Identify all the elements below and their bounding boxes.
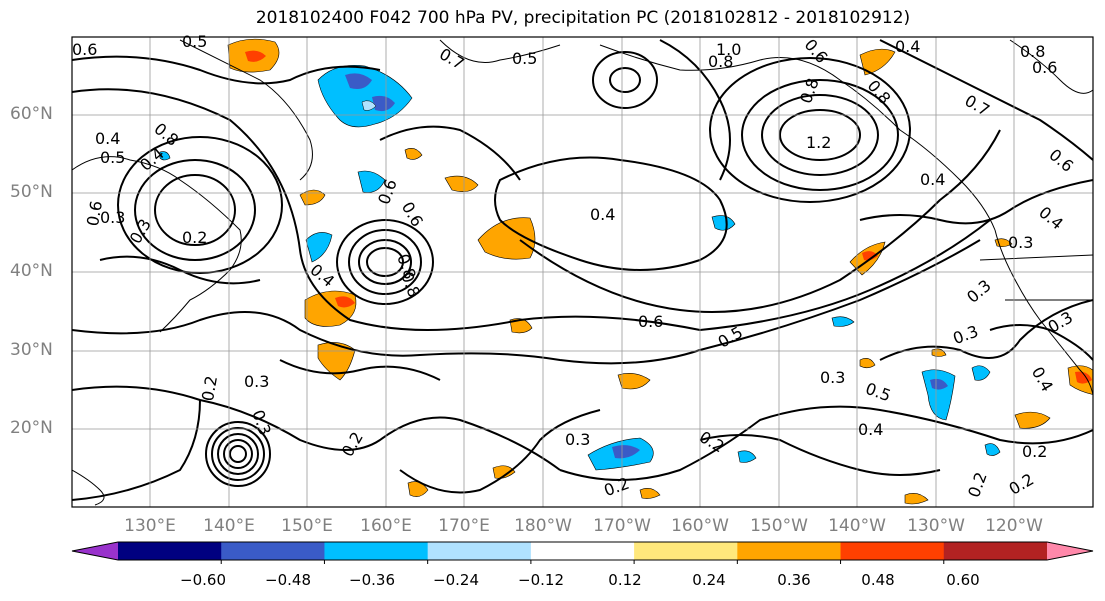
- map-frame: [71, 36, 1094, 508]
- contour-label: 0.4: [590, 205, 615, 224]
- contour-label: 0.6: [83, 199, 106, 227]
- contour-label: 0.3: [963, 276, 995, 307]
- contour-label: 0.4: [895, 37, 920, 56]
- contour-label: 0.3: [820, 368, 845, 387]
- contour-label: 0.8: [864, 76, 895, 108]
- contour-label: 0.2: [182, 228, 207, 247]
- contour-label: 0.8: [1020, 42, 1045, 61]
- lon-label: 130°W: [907, 516, 965, 536]
- contour-label: 0.5: [100, 148, 125, 167]
- contour-label: 0.6: [1045, 145, 1077, 176]
- lat-label: 20°N: [10, 418, 53, 438]
- contour-label: 0.4: [858, 420, 883, 439]
- contour-label: 0.2: [696, 427, 728, 456]
- lon-label: 170°E: [438, 516, 490, 536]
- contour-label: 0.6: [72, 40, 97, 59]
- colorbar-extend-low: [72, 542, 118, 560]
- contour-label: 0.6: [398, 198, 427, 230]
- contour-label: 0.3: [100, 208, 125, 227]
- colorbar-tick-label: 0.36: [777, 571, 811, 589]
- colorbar-swatch: [221, 542, 325, 560]
- contour-label: 0.2: [1006, 469, 1038, 498]
- lat-label: 60°N: [10, 104, 53, 124]
- colorbar-tick-label: −0.12: [518, 571, 564, 589]
- contour-label: 0.6: [638, 312, 663, 331]
- contour-label: 0.2: [964, 470, 991, 500]
- colorbar-swatch: [324, 542, 429, 560]
- lon-label: 160°E: [360, 516, 412, 536]
- graticule: [72, 37, 1093, 507]
- colorbar-swatch: [118, 542, 222, 560]
- colorbar-tick-label: −0.36: [349, 571, 395, 589]
- colorbar-swatch: [427, 542, 532, 560]
- colorbar-tick-label: 0.24: [692, 571, 726, 589]
- lon-label: 170°W: [593, 516, 651, 536]
- colorbar-swatch: [943, 542, 1048, 560]
- contour-label: 0.4: [1028, 363, 1057, 395]
- lon-label: 160°W: [671, 516, 729, 536]
- colorbar-swatch: [840, 542, 945, 560]
- lon-label: 150°E: [281, 516, 333, 536]
- contour-label: 1.2: [806, 133, 831, 152]
- contour-label: 0.6: [1032, 58, 1057, 77]
- contour-label: 0.5: [182, 32, 207, 51]
- colorbar-tick-label: 0.12: [608, 571, 642, 589]
- lat-label: 40°N: [10, 261, 53, 281]
- contour-label: 0.2: [338, 429, 367, 461]
- contour-label: 0.2: [601, 474, 631, 501]
- contour-label: 0.7: [436, 44, 468, 73]
- contour-label: 0.2: [198, 374, 221, 402]
- lon-label: 130°E: [124, 516, 176, 536]
- contour-label: 0.4: [920, 170, 945, 189]
- colorbar-extend-high: [1047, 542, 1093, 560]
- lon-label: 140°E: [203, 516, 255, 536]
- contour-label: 0.3: [244, 372, 269, 391]
- lon-label: 120°W: [985, 516, 1043, 536]
- colorbar-outline: [71, 541, 1094, 561]
- lon-label: 140°W: [828, 516, 886, 536]
- contour-label: 0.3: [565, 430, 590, 449]
- colorbar-tick-label: 0.60: [946, 571, 980, 589]
- colorbar-tick-label: −0.24: [433, 571, 479, 589]
- contour-label: 1.0: [716, 40, 741, 59]
- colorbar-swatch: [530, 542, 635, 560]
- contour-label: 0.5: [512, 49, 537, 68]
- colorbar-tick-label: −0.60: [180, 571, 226, 589]
- contour-label: 0.4: [306, 260, 338, 291]
- coastlines: [72, 39, 1093, 506]
- lon-label: 150°W: [750, 516, 808, 536]
- contour-label: 0.5: [863, 379, 893, 406]
- colorbar-tick-label: 0.48: [861, 571, 895, 589]
- map-title: 2018102400 F042 700 hPa PV, precipitatio…: [255, 8, 911, 28]
- precipitation-shading: [159, 38, 1093, 505]
- lat-label: 50°N: [10, 182, 53, 202]
- contour-label: 0.8: [708, 52, 733, 71]
- pv-contours: [72, 39, 1093, 501]
- contour-label: 0.2: [1022, 442, 1047, 461]
- colorbar-tick-label: −0.48: [265, 571, 311, 589]
- contour-labels: 0.6 0.5 0.7 0.5 1.0 0.8 0.6 0.4 0.8 0.6 …: [72, 32, 1077, 500]
- colorbar-swatch: [634, 542, 738, 560]
- lon-label: 180°W: [514, 516, 572, 536]
- contour-label: 0.3: [950, 322, 980, 349]
- colorbar-swatch: [737, 542, 842, 560]
- contour-label: 0.4: [95, 129, 120, 148]
- colorbar: [71, 541, 1094, 564]
- lat-label: 30°N: [10, 340, 53, 360]
- contour-label: 0.4: [1035, 203, 1067, 234]
- contour-label: 0.3: [1008, 233, 1033, 252]
- contour-label: 0.6: [801, 35, 832, 67]
